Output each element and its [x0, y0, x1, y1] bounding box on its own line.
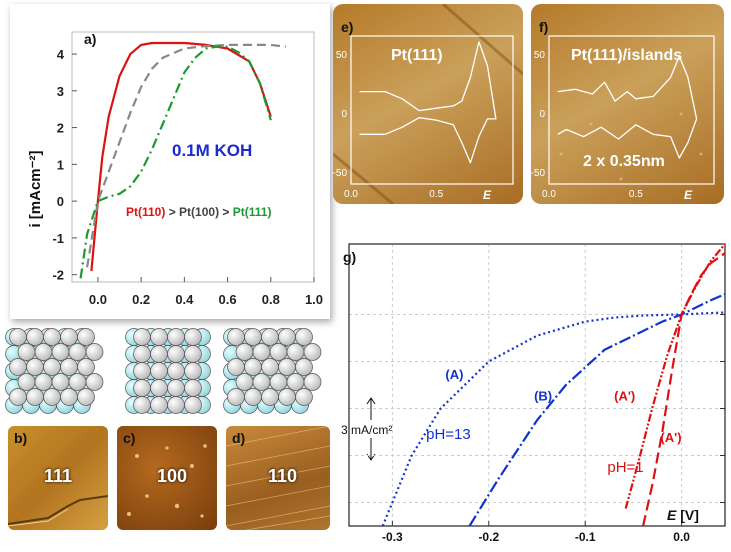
xlabel-g: E [V] — [667, 507, 699, 523]
ranking-part-1: > — [165, 205, 179, 219]
afm-c-label: c) — [123, 430, 136, 446]
electrolyte-label: 0.1M KOH — [172, 141, 252, 160]
afm-b-label: b) — [14, 430, 28, 446]
panel-a: a) i [mAcm⁻²] 0.1M KOH Pt(110) > Pt(100)… — [10, 4, 330, 319]
scale-bar-label: 3 mA/cm² — [341, 423, 392, 437]
lattice-111-atoms — [9, 328, 104, 406]
afm-c-face: 100 — [157, 466, 188, 486]
f-ytick-label: 50 — [534, 50, 546, 61]
panel-e-title: Pt(111) — [391, 47, 443, 64]
e-xtick-label: 0.5 — [429, 189, 443, 200]
a-series-1 — [86, 43, 287, 268]
frame-f — [548, 35, 715, 185]
afm-d-face: 110 — [268, 466, 298, 486]
e-series-0 — [359, 41, 497, 164]
frame-e — [350, 35, 514, 185]
ytick-label-a: 3 — [57, 84, 64, 99]
afm-d-label: d) — [232, 430, 246, 446]
chart-f: f) Pt(111)/islands 2 x 0.35nm -50 0 50 0.0 0… — [531, 19, 715, 202]
afm-texture-d — [226, 426, 330, 530]
a-series-2 — [79, 45, 272, 279]
afm-texture-b — [8, 495, 108, 527]
panel-g-label: g) — [343, 249, 356, 265]
panel-f-title: Pt(111)/islands — [571, 47, 682, 64]
g-series-3 — [642, 252, 726, 527]
panel-f-label: f) — [539, 19, 548, 35]
panel-e: e) Pt(111) -50 0 50 0.0 0.5 E — [333, 4, 523, 204]
lattice-100-atoms — [133, 328, 202, 414]
e-xlabel: E — [483, 188, 492, 202]
ytick-label-a: -1 — [52, 231, 64, 246]
afm-b-face: 111 — [44, 466, 73, 486]
annotation-a: (A) — [445, 367, 463, 382]
afm-image-b: b) 111 — [8, 426, 108, 530]
xtick-label-a: 0.0 — [89, 292, 107, 307]
annotation-ph1: pH=1 — [607, 459, 643, 476]
a-series-0 — [90, 41, 272, 272]
lattice-models — [0, 325, 332, 420]
ytick-label-a: 2 — [57, 121, 64, 136]
e-ytick-label: 50 — [336, 50, 348, 61]
plot-frame-g — [348, 243, 726, 527]
annotation-b: (B) — [534, 388, 552, 403]
afm-texture-c — [127, 444, 207, 518]
xtick-label-g: -0.1 — [575, 530, 596, 544]
chart-e: e) Pt(111) -50 0 50 0.0 0.5 E — [333, 4, 523, 204]
xtick-label-a: 0.4 — [175, 292, 194, 307]
ranking-part-3: > — [219, 205, 233, 219]
scale-bar: 3 mA/cm² — [336, 397, 406, 461]
lattice-110-atoms — [227, 328, 322, 406]
ytick-label-a: 4 — [57, 47, 65, 62]
panel-e-label: e) — [341, 19, 353, 35]
g-series-2 — [624, 243, 726, 509]
xtick-label-a: 1.0 — [305, 292, 323, 307]
g-series-1 — [468, 293, 726, 527]
ranking-label: Pt(110) > Pt(100) > Pt(111) — [126, 205, 271, 219]
ylabel-a: i [mAcm⁻²] — [27, 150, 44, 227]
ranking-part-0: Pt(110) — [126, 205, 165, 219]
ytick-label-a: 1 — [57, 157, 64, 172]
panel-f: f) Pt(111)/islands 2 x 0.35nm -50 0 50 0.0 0… — [531, 4, 724, 204]
panel-g: g) 3 mA/cm² -0.3 -0.2 -0.1 0.0 E [V] (A) (B) (A… — [333, 238, 731, 547]
e-ytick-label: 0 — [341, 109, 347, 120]
ranking-part-2: Pt(100) — [179, 205, 219, 219]
xtick-label-g: -0.2 — [478, 530, 499, 544]
afm-image-d: d) 110 — [226, 426, 330, 530]
chart-a: a) i [mAcm⁻²] 0.1M KOH Pt(110) > Pt(100)… — [27, 31, 323, 307]
annotation-ap2: (A') — [660, 430, 681, 445]
ytick-label-a: -2 — [52, 268, 64, 283]
plot-frame-a — [71, 31, 315, 283]
e-ytick-label: -50 — [333, 168, 347, 179]
f-xlabel: E — [684, 188, 693, 202]
panel-f-scale-note: 2 x 0.35nm — [583, 153, 665, 170]
f-ytick-label: 0 — [539, 109, 545, 120]
xtick-label-a: 0.8 — [262, 292, 280, 307]
e-xtick-label: 0.0 — [344, 189, 358, 200]
f-ytick-label: -50 — [531, 168, 545, 179]
afm-image-c: c) 100 — [117, 426, 217, 530]
f-xtick-label: 0.5 — [629, 189, 643, 200]
xtick-label-g: -0.3 — [382, 530, 403, 544]
xtick-label-a: 0.2 — [132, 292, 150, 307]
panel-a-label: a) — [84, 31, 96, 47]
xtick-label-g: 0.0 — [673, 530, 690, 544]
ranking-part-4: Pt(111) — [233, 205, 272, 219]
ytick-label-a: 0 — [57, 194, 64, 209]
f-xtick-label: 0.0 — [542, 189, 556, 200]
g-series-0 — [381, 311, 726, 527]
f-series-0 — [557, 55, 698, 159]
annotation-ph13: pH=13 — [426, 426, 471, 443]
xtick-label-a: 0.6 — [219, 292, 237, 307]
chart-g: g) 3 mA/cm² -0.3 -0.2 -0.1 0.0 E [V] (A) (B) (A… — [336, 243, 726, 544]
annotation-ap: (A') — [614, 388, 635, 403]
lattice-svg — [5, 328, 322, 414]
